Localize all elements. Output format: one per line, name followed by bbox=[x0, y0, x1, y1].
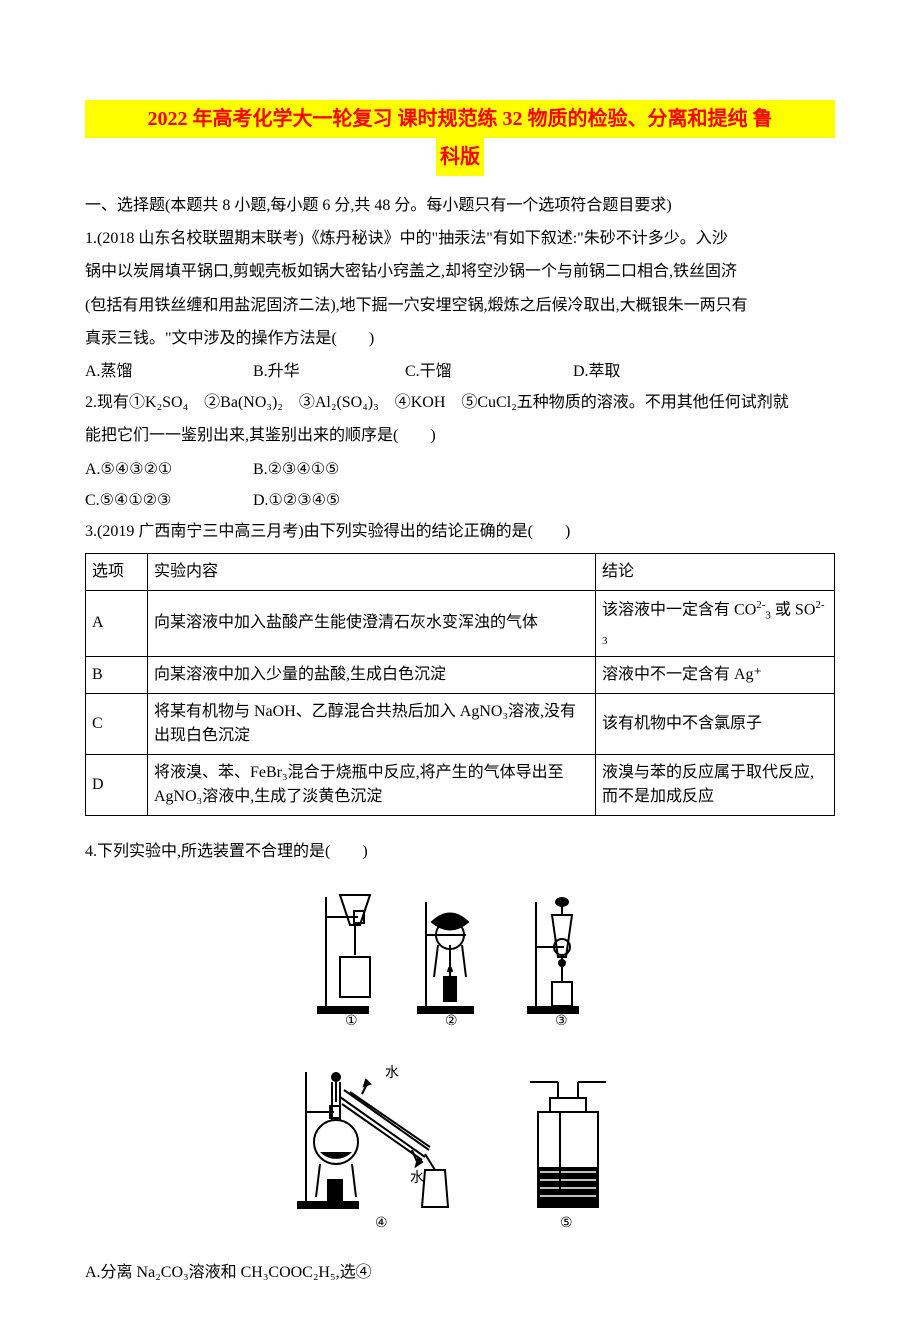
q2-options-row2: C.⑤④①②③ D.①②③④⑤ bbox=[85, 485, 835, 516]
label-3: ③ bbox=[555, 1014, 568, 1027]
q1-stem-l1: 1.(2018 山东名校联盟期末联考)《炼丹秘诀》中的"抽汞法"有如下叙述:"朱… bbox=[85, 223, 835, 254]
q1-opt-b: B.升华 bbox=[253, 356, 405, 387]
q1-stem-l2: 锅中以炭屑填平锅口,剪蚬壳板如锅大密钻小窍盖之,却将空沙锅一个与前锅二口相合,铁… bbox=[85, 256, 835, 287]
q1-stem-l3: (包括有用铁丝缠和用盐泥固济二法),地下掘一穴安埋空锅,煅炼之后候冷取出,大概银… bbox=[85, 290, 835, 321]
label-4: ④ bbox=[375, 1216, 388, 1231]
table-header-row: 选项 实验内容 结论 bbox=[86, 554, 835, 591]
label-5: ⑤ bbox=[560, 1216, 573, 1231]
q2-opt-d: D.①②③④⑤ bbox=[253, 485, 340, 516]
q4-figure-row1: ① ② ③ bbox=[85, 877, 835, 1038]
table-row: C 将某有机物与 NaOH、乙醇混合共热后加入 AgNO₃溶液,没有出现白色沉淀… bbox=[86, 693, 835, 754]
apparatus-row2-svg: 水 水 ④ ⑤ bbox=[290, 1052, 630, 1232]
row-c-exp: 将某有机物与 NaOH、乙醇混合共热后加入 AgNO₃溶液,没有出现白色沉淀 bbox=[148, 693, 596, 754]
q1-opt-c: C.干馏 bbox=[405, 356, 573, 387]
q2-opt-b: B.②③④①⑤ bbox=[253, 454, 339, 485]
row-c-opt: C bbox=[86, 693, 148, 754]
apparatus-row1-svg: ① ② ③ bbox=[310, 877, 610, 1027]
row-a-exp: 向某溶液中加入盐酸产生能使澄清石灰水变浑浊的气体 bbox=[148, 591, 596, 657]
q1-opt-d: D.萃取 bbox=[573, 356, 621, 387]
table-row: A 向某溶液中加入盐酸产生能使澄清石灰水变浑浊的气体 该溶液中一定含有 CO2-… bbox=[86, 591, 835, 657]
row-c-conc: 该有机物中不含氯原子 bbox=[596, 693, 835, 754]
q2-stem-l2: 能把它们一一鉴别出来,其鉴别出来的顺序是( ) bbox=[85, 420, 835, 451]
row-d-exp: 将液溴、苯、FeBr₃混合于烧瓶中反应,将产生的气体导出至 AgNO₃溶液中,生… bbox=[148, 754, 596, 815]
table-row: D 将液溴、苯、FeBr₃混合于烧瓶中反应,将产生的气体导出至 AgNO₃溶液中… bbox=[86, 754, 835, 815]
th-option: 选项 bbox=[86, 554, 148, 591]
row-d-conc: 液溴与苯的反应属于取代反应,而不是加成反应 bbox=[596, 754, 835, 815]
q2-stem-l1: 2.现有①K₂SO₄ ②Ba(NO₃)₂ ③Al₂(SO₄)₃ ④KOH ⑤Cu… bbox=[85, 387, 835, 418]
doc-title-line2: 科版 bbox=[436, 138, 484, 176]
q2-opt-c: C.⑤④①②③ bbox=[85, 485, 253, 516]
q4-stem: 4.下列实验中,所选装置不合理的是( ) bbox=[85, 836, 835, 867]
q3-table: 选项 实验内容 结论 A 向某溶液中加入盐酸产生能使澄清石灰水变浑浊的气体 该溶… bbox=[85, 553, 835, 816]
q4-figure-row2: 水 水 ④ ⑤ bbox=[85, 1052, 835, 1243]
th-conclusion: 结论 bbox=[596, 554, 835, 591]
q1-opt-a: A.蒸馏 bbox=[85, 356, 253, 387]
doc-title-line1: 2022 年高考化学大一轮复习 课时规范练 32 物质的检验、分离和提纯 鲁 bbox=[85, 100, 835, 138]
label-water-in: 水 bbox=[385, 1065, 399, 1081]
q1-stem-l4: 真汞三钱。"文中涉及的操作方法是( ) bbox=[85, 323, 835, 354]
row-b-opt: B bbox=[86, 656, 148, 693]
row-a-conc: 该溶液中一定含有 CO2-3 或 SO2-3 bbox=[596, 591, 835, 657]
q2-opt-a: A.⑤④③②① bbox=[85, 454, 253, 485]
q1-options: A.蒸馏 B.升华 C.干馏 D.萃取 bbox=[85, 356, 835, 387]
th-experiment: 实验内容 bbox=[148, 554, 596, 591]
label-2: ② bbox=[445, 1014, 458, 1027]
row-a-opt: A bbox=[86, 591, 148, 657]
label-1: ① bbox=[345, 1014, 358, 1027]
row-b-conc: 溶液中不一定含有 Ag⁺ bbox=[596, 656, 835, 693]
q2-options-row1: A.⑤④③②① B.②③④①⑤ bbox=[85, 454, 835, 485]
label-water-out: 水 bbox=[410, 1170, 424, 1186]
title-line2-wrap: 科版 bbox=[85, 138, 835, 176]
table-row: B 向某溶液中加入少量的盐酸,生成白色沉淀 溶液中不一定含有 Ag⁺ bbox=[86, 656, 835, 693]
section-1-header: 一、选择题(本题共 8 小题,每小题 6 分,共 48 分。每小题只有一个选项符… bbox=[85, 190, 835, 221]
q4-opt-a: A.分离 Na₂CO₃溶液和 CH₃COOC₂H₅,选④ bbox=[85, 1257, 835, 1288]
row-b-exp: 向某溶液中加入少量的盐酸,生成白色沉淀 bbox=[148, 656, 596, 693]
row-d-opt: D bbox=[86, 754, 148, 815]
q3-stem: 3.(2019 广西南宁三中高三月考)由下列实验得出的结论正确的是( ) bbox=[85, 516, 835, 547]
